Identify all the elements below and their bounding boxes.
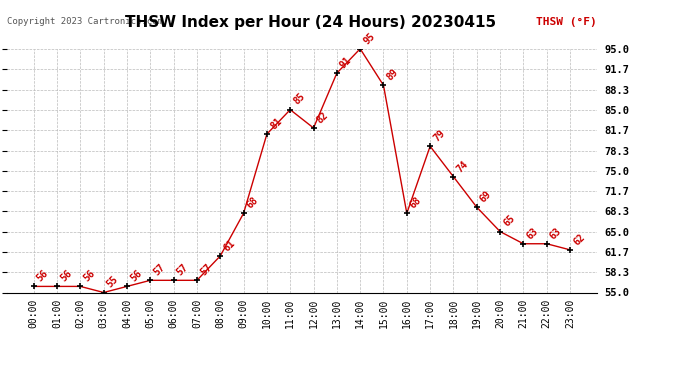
Text: 81: 81 [268,116,284,131]
Text: 68: 68 [408,195,424,210]
Text: THSW Index per Hour (24 Hours) 20230415: THSW Index per Hour (24 Hours) 20230415 [125,15,496,30]
Text: 69: 69 [478,189,493,204]
Text: 56: 56 [128,268,144,284]
Text: 56: 56 [81,268,97,284]
Text: 61: 61 [221,238,237,253]
Text: 56: 56 [35,268,50,284]
Text: 95: 95 [362,31,377,46]
Text: Copyright 2023 Cartronics.com: Copyright 2023 Cartronics.com [7,17,163,26]
Text: 68: 68 [245,195,260,210]
Text: 65: 65 [502,213,517,229]
Text: 63: 63 [525,226,540,241]
Text: 63: 63 [548,226,564,241]
Text: 57: 57 [198,262,214,278]
Text: 74: 74 [455,159,470,174]
Text: 85: 85 [292,92,307,107]
Text: 91: 91 [338,55,353,70]
Text: 56: 56 [59,268,74,284]
Text: THSW (°F): THSW (°F) [536,17,597,27]
Text: 89: 89 [385,67,400,82]
Text: 57: 57 [152,262,167,278]
Text: 82: 82 [315,110,331,125]
Text: 55: 55 [105,274,121,290]
Text: 79: 79 [431,128,447,144]
Text: 62: 62 [571,232,586,247]
Text: 57: 57 [175,262,190,278]
